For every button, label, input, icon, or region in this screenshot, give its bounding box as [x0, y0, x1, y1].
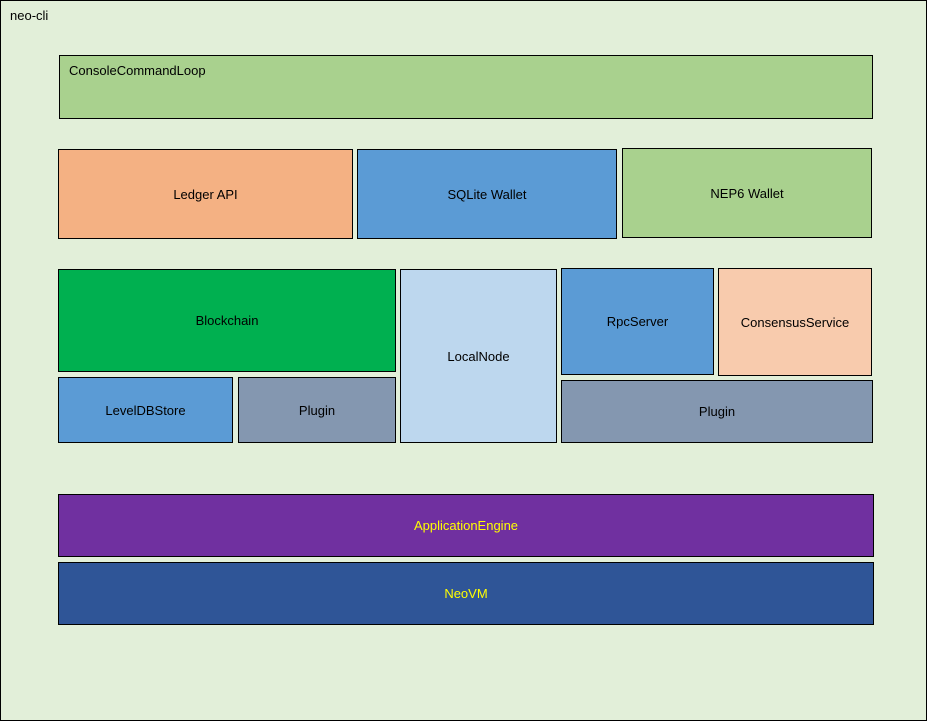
consensus-service-box: ConsensusService: [718, 268, 872, 376]
rpc-server-box: RpcServer: [561, 268, 714, 375]
blockchain-box: Blockchain: [58, 269, 396, 372]
blockchain-label: Blockchain: [195, 313, 259, 328]
ledger-api-box: Ledger API: [58, 149, 353, 239]
console-command-loop-box: ConsoleCommandLoop: [59, 55, 873, 119]
neovm-label: NeoVM: [444, 586, 488, 601]
ledger-api-label: Ledger API: [173, 186, 238, 202]
plugin-left-label: Plugin: [298, 402, 336, 418]
diagram-title: neo-cli: [10, 8, 49, 23]
local-node-box: LocalNode: [400, 269, 557, 443]
leveldb-store-box: LevelDBStore: [58, 377, 233, 443]
plugin-box-right: Plugin: [561, 380, 873, 443]
application-engine-label: ApplicationEngine: [413, 518, 519, 533]
nep6-wallet-label: NEP6 Wallet: [710, 185, 784, 201]
sqlite-wallet-label: SQLite Wallet: [447, 186, 527, 202]
application-engine-box: ApplicationEngine: [58, 494, 874, 557]
rpc-server-label: RpcServer: [606, 314, 669, 329]
leveldb-store-label: LevelDBStore: [105, 402, 186, 418]
console-command-loop-label: ConsoleCommandLoop: [69, 63, 206, 78]
local-node-label: LocalNode: [447, 348, 510, 364]
consensus-service-label: ConsensusService: [740, 314, 850, 330]
neovm-box: NeoVM: [58, 562, 874, 625]
plugin-right-label: Plugin: [698, 404, 736, 419]
nep6-wallet-box: NEP6 Wallet: [622, 148, 872, 238]
sqlite-wallet-box: SQLite Wallet: [357, 149, 617, 239]
plugin-box-left: Plugin: [238, 377, 396, 443]
